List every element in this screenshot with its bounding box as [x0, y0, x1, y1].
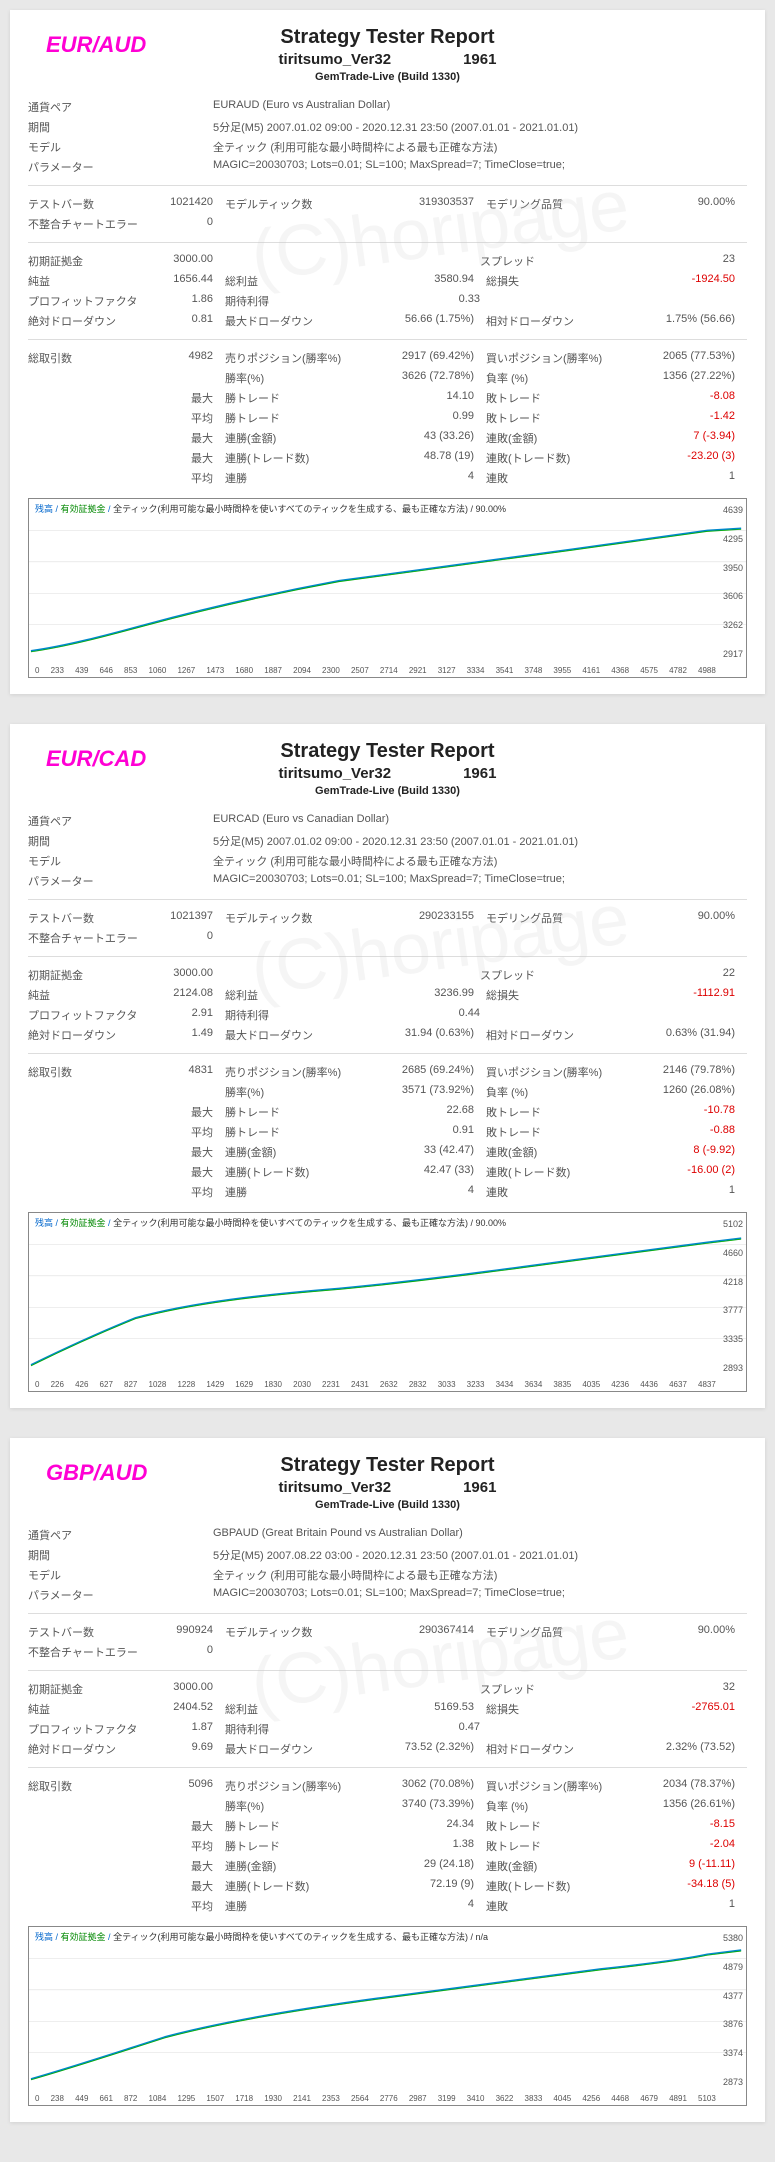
report-0: (C)horipage (C)horipage EUR/AUD Strategy… — [10, 10, 765, 694]
pair-label: EUR/AUD — [46, 32, 146, 58]
report-1: (C)horipage (C)horipage EUR/CAD Strategy… — [10, 724, 765, 1408]
equity-chart: 残高 / 有効証拠金 / 全ティック(利用可能な最小時間枠を使いすべてのティック… — [28, 498, 747, 678]
platform: GemTrade-Live (Build 1330) — [28, 1499, 747, 1511]
platform: GemTrade-Live (Build 1330) — [28, 71, 747, 83]
platform: GemTrade-Live (Build 1330) — [28, 785, 747, 797]
pair-label: GBP/AUD — [46, 1460, 147, 1486]
pair-label: EUR/CAD — [46, 746, 146, 772]
equity-chart: 残高 / 有効証拠金 / 全ティック(利用可能な最小時間枠を使いすべてのティック… — [28, 1212, 747, 1392]
report-2: (C)horipage (C)horipage GBP/AUD Strategy… — [10, 1438, 765, 2122]
equity-chart: 残高 / 有効証拠金 / 全ティック(利用可能な最小時間枠を使いすべてのティック… — [28, 1926, 747, 2106]
